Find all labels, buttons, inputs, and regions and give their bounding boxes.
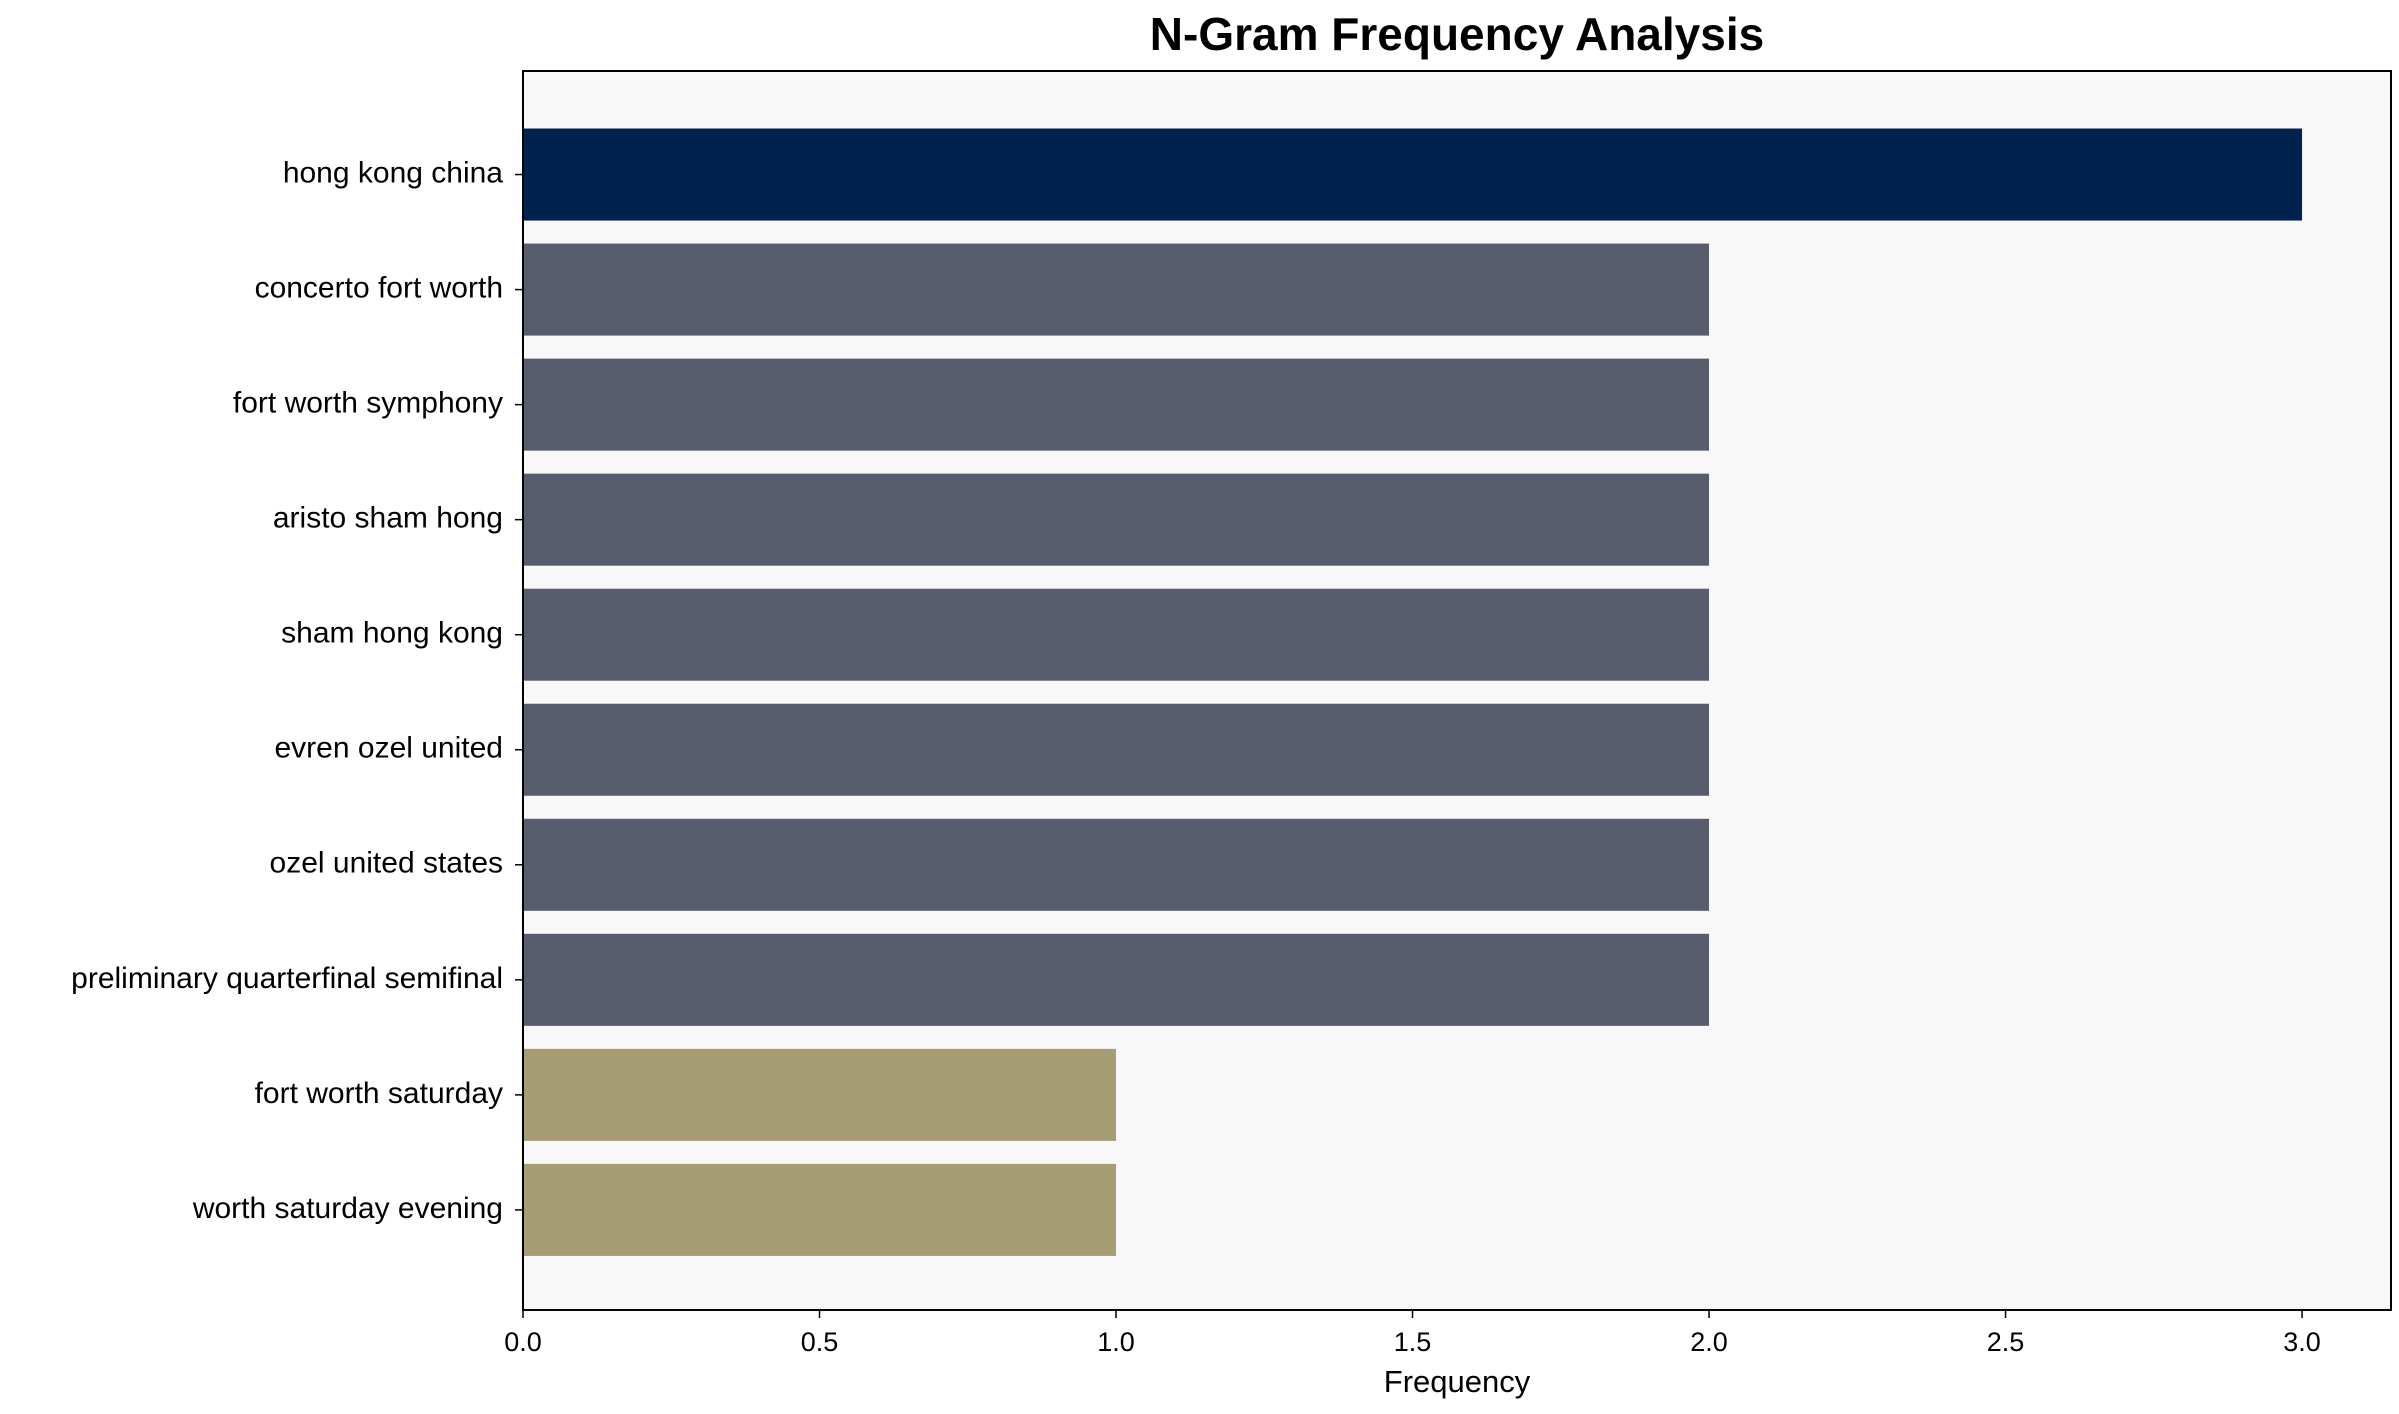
- bar: [523, 358, 1710, 451]
- y-tick-label: aristo sham hong: [273, 502, 503, 535]
- bar: [523, 818, 1710, 911]
- x-tick-label: 1.5: [1394, 1327, 1432, 1357]
- y-tick-label: ozel united states: [270, 847, 503, 880]
- bar: [523, 703, 1710, 796]
- bar: [523, 243, 1710, 336]
- x-tick-label: 2.5: [1987, 1327, 2025, 1357]
- x-tick-label: 2.0: [1690, 1327, 1728, 1357]
- y-tick-label: worth saturday evening: [192, 1192, 503, 1225]
- bar: [523, 588, 1710, 681]
- x-tick-label: 0.5: [801, 1327, 839, 1357]
- y-tick-label: fort worth symphony: [233, 387, 503, 420]
- x-tick-label: 3.0: [2283, 1327, 2321, 1357]
- x-axis-label: Frequency: [1384, 1364, 1531, 1399]
- bar: [523, 128, 2303, 221]
- y-tick-label: sham hong kong: [281, 617, 503, 650]
- y-tick-label: fort worth saturday: [255, 1077, 503, 1110]
- bar: [523, 933, 1710, 1026]
- y-tick-label: preliminary quarterfinal semifinal: [71, 962, 503, 995]
- bar: [523, 1048, 1117, 1141]
- bar: [523, 1163, 1117, 1256]
- bar: [523, 473, 1710, 566]
- x-tick-label: 1.0: [1097, 1327, 1135, 1357]
- y-tick-label: evren ozel united: [275, 732, 504, 765]
- x-tick-label: 0.0: [504, 1327, 542, 1357]
- plot-frame: [522, 70, 2392, 1311]
- chart-title: N-Gram Frequency Analysis: [1150, 8, 1764, 60]
- y-tick-label: concerto fort worth: [255, 272, 503, 305]
- y-tick-label: hong kong china: [283, 156, 503, 189]
